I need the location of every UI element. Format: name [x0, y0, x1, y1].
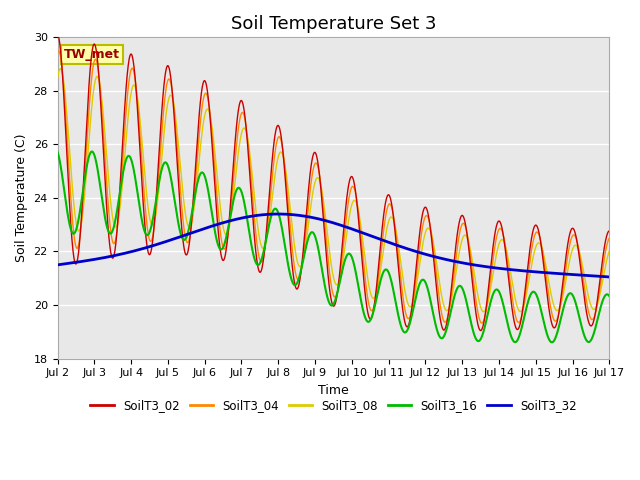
SoilT3_32: [54, 262, 61, 268]
SoilT3_04: [489, 259, 497, 265]
X-axis label: Time: Time: [318, 384, 349, 397]
Line: SoilT3_02: SoilT3_02: [58, 35, 609, 331]
SoilT3_02: [605, 228, 613, 234]
SoilT3_08: [82, 176, 90, 182]
SoilT3_04: [82, 155, 90, 160]
SoilT3_16: [548, 339, 556, 345]
Line: SoilT3_32: SoilT3_32: [58, 214, 609, 277]
SoilT3_02: [307, 162, 315, 168]
Line: SoilT3_16: SoilT3_16: [58, 152, 609, 342]
SoilT3_08: [308, 198, 316, 204]
Line: SoilT3_04: SoilT3_04: [58, 51, 609, 323]
SoilT3_32: [488, 264, 496, 270]
SoilT3_32: [589, 273, 597, 279]
SoilT3_04: [590, 315, 598, 321]
SoilT3_04: [55, 48, 63, 54]
SoilT3_08: [480, 309, 488, 315]
SoilT3_16: [54, 149, 61, 155]
SoilT3_02: [590, 318, 598, 324]
SoilT3_08: [605, 248, 613, 253]
SoilT3_08: [56, 66, 64, 72]
SoilT3_04: [590, 315, 598, 321]
SoilT3_02: [322, 248, 330, 253]
SoilT3_02: [488, 250, 496, 255]
Legend: SoilT3_02, SoilT3_04, SoilT3_08, SoilT3_16, SoilT3_32: SoilT3_02, SoilT3_04, SoilT3_08, SoilT3_…: [86, 395, 581, 417]
SoilT3_16: [82, 169, 90, 175]
SoilT3_32: [308, 215, 316, 220]
SoilT3_32: [323, 218, 330, 224]
SoilT3_16: [590, 330, 598, 336]
SoilT3_02: [477, 328, 484, 334]
SoilT3_16: [488, 293, 496, 299]
Line: SoilT3_08: SoilT3_08: [58, 69, 609, 312]
SoilT3_16: [88, 149, 95, 155]
SoilT3_32: [82, 258, 90, 264]
SoilT3_04: [54, 50, 61, 56]
SoilT3_02: [82, 139, 90, 144]
SoilT3_08: [590, 307, 598, 312]
Text: TW_met: TW_met: [64, 48, 120, 61]
SoilT3_04: [605, 235, 613, 241]
SoilT3_08: [489, 273, 497, 279]
SoilT3_32: [605, 274, 613, 280]
SoilT3_16: [323, 289, 330, 295]
SoilT3_32: [275, 211, 282, 217]
SoilT3_04: [323, 236, 330, 242]
SoilT3_16: [308, 229, 316, 235]
SoilT3_08: [590, 307, 598, 312]
SoilT3_32: [590, 273, 598, 279]
Y-axis label: Soil Temperature (C): Soil Temperature (C): [15, 134, 28, 262]
SoilT3_08: [54, 75, 61, 81]
SoilT3_08: [323, 220, 330, 226]
SoilT3_02: [54, 32, 61, 37]
SoilT3_04: [308, 177, 316, 182]
SoilT3_16: [605, 293, 613, 299]
Title: Soil Temperature Set 3: Soil Temperature Set 3: [231, 15, 436, 33]
SoilT3_16: [590, 331, 598, 336]
SoilT3_04: [478, 320, 486, 326]
SoilT3_02: [589, 319, 597, 325]
